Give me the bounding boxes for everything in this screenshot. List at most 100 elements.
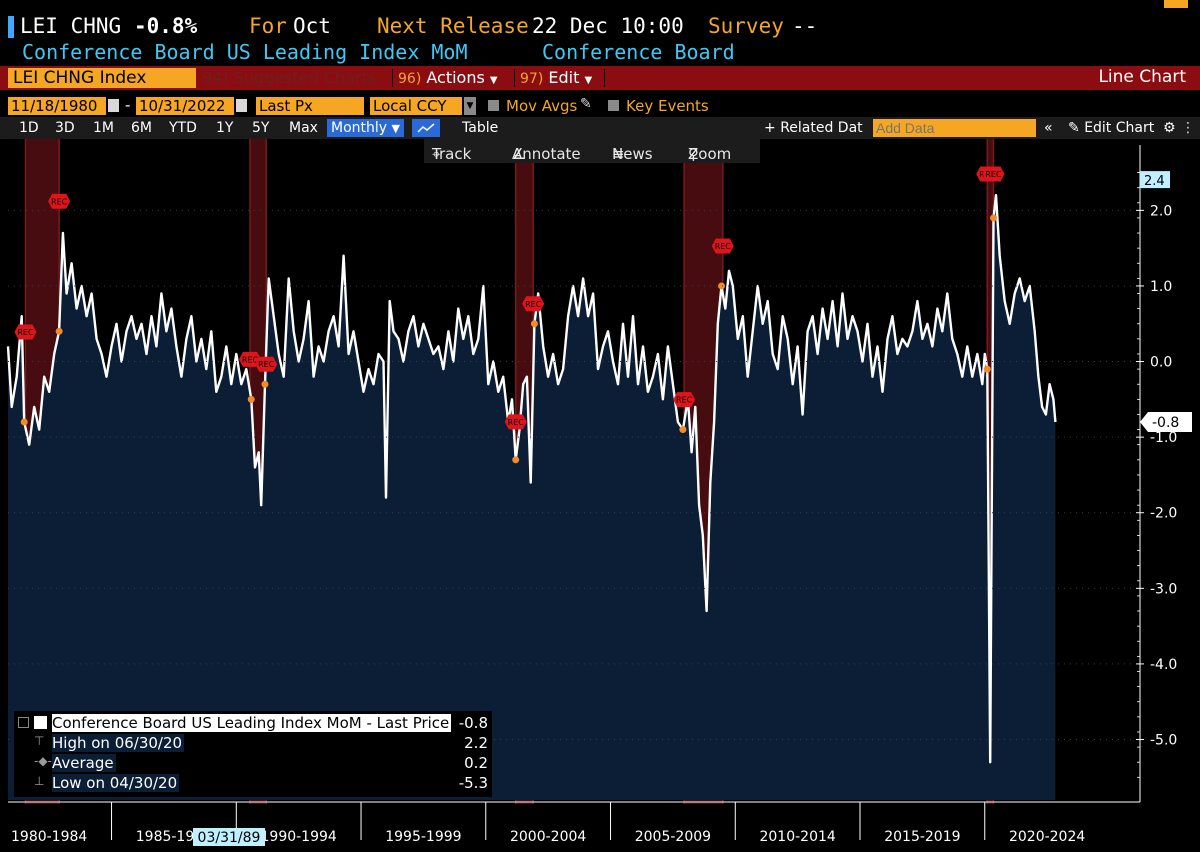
period-6m-button[interactable]: 6M — [131, 120, 152, 136]
related-data-button[interactable]: + Related Dat — [764, 119, 863, 137]
add-data-input[interactable] — [873, 119, 1036, 137]
recession-tag-shape — [14, 324, 37, 340]
low-marker-icon: ⊥ — [34, 774, 45, 788]
recession-tag-label: REC — [51, 197, 68, 206]
recession-point-marker — [718, 282, 726, 290]
x-tick-label: 2015-2019 — [884, 829, 960, 845]
legend-high-label: High on 06/30/20 — [52, 734, 185, 752]
legend-series-label: Conference Board US Leading Index MoM - … — [52, 714, 452, 732]
crosshair-date-box — [193, 828, 265, 846]
recession-point-marker — [55, 327, 63, 335]
line-chart-icon[interactable] — [412, 119, 440, 137]
zoom-label: Zoom — [688, 145, 732, 163]
next-release-label: Next Release — [377, 14, 529, 38]
recession-tag-shape — [982, 166, 1005, 182]
change-value: -0.8% — [134, 14, 198, 38]
track-label: Track — [432, 145, 472, 163]
recession-tag-shape — [255, 356, 278, 372]
pencil-icon[interactable]: ✎ — [580, 96, 592, 112]
currency-dropdown-icon[interactable]: ▼ — [464, 97, 476, 115]
menu-separator — [392, 69, 393, 87]
recession-tag-label: REC — [525, 300, 542, 309]
gear-icon[interactable]: ⚙ — [1163, 120, 1176, 136]
edit-menu[interactable]: 97) Edit ▼ — [520, 68, 592, 88]
recession-tag: REC — [48, 193, 71, 209]
recession-tag: REC — [14, 324, 37, 340]
end-date-field[interactable]: 10/31/2022 — [136, 97, 234, 115]
period-3d-button[interactable]: 3D — [55, 120, 75, 136]
recession-tag-label: REC — [258, 360, 275, 369]
command-bar: LEI CHNG Index 94) Suggested Charts 96) … — [0, 66, 1200, 90]
annotate-icon: ∠ — [512, 145, 526, 163]
legend-high-value: 2.2 — [464, 734, 488, 752]
pencil-icon: ✎ — [1068, 120, 1080, 136]
legend-low-label: Low on 04/30/20 — [52, 774, 180, 792]
suggested-charts-menu[interactable]: 94) Suggested Charts — [202, 68, 376, 88]
y-tick-label: -2.0 — [1150, 506, 1177, 522]
period-max-button[interactable]: Max — [289, 120, 318, 136]
last-value-label: -0.8 — [1152, 415, 1179, 431]
security-title: Conference Board US Leading Index MoM — [22, 40, 468, 64]
actions-number: 96) — [398, 71, 422, 87]
legend-last-value: -0.8 — [458, 714, 488, 732]
recession-point-marker — [261, 380, 269, 388]
series-area — [8, 195, 1056, 800]
collapse-icon[interactable]: « — [1044, 120, 1053, 136]
x-tick-label: 1985-1989 — [136, 829, 212, 845]
recession-tag: REC — [711, 238, 734, 254]
calendar-icon[interactable] — [236, 99, 247, 112]
suggested-charts-label: Suggested Charts — [233, 68, 377, 87]
x-axis: 1980-1984 1985-1989 1990-1994 1995-1999 2000… — [8, 801, 1140, 846]
actions-menu[interactable]: 96) Actions ▼ — [398, 68, 498, 88]
period-label: For — [249, 14, 287, 38]
period-1d-button[interactable]: 1D — [19, 120, 39, 136]
mov-avgs-label: Mov Avgs — [506, 97, 578, 115]
table-button[interactable]: Table — [462, 120, 499, 136]
security-marker — [8, 16, 14, 38]
frequency-caret-icon: ▼ — [391, 122, 400, 135]
security-description: Conference Board US Leading Index MoM Co… — [0, 40, 1200, 66]
currency-select[interactable]: Local CCY — [370, 97, 462, 115]
start-date-field[interactable]: 11/18/1980 — [8, 97, 106, 115]
security-field[interactable]: LEI CHNG Index — [8, 68, 196, 88]
recession-tag: REC — [255, 356, 278, 372]
mov-avgs-checkbox[interactable] — [488, 100, 499, 111]
recession-tag-label: REC — [508, 418, 525, 427]
y-tick-label: 0.0 — [1150, 355, 1172, 371]
edit-label: Edit — [548, 68, 580, 87]
period-1m-button[interactable]: 1M — [93, 120, 114, 136]
recession-tag-shape — [504, 414, 527, 430]
recession-tag: REC — [673, 392, 696, 408]
frequency-label: Monthly — [331, 120, 388, 136]
series-swatch[interactable] — [34, 716, 47, 729]
key-events-checkbox[interactable] — [608, 100, 619, 111]
average-marker-icon: -◆- — [34, 754, 52, 768]
period-1y-button[interactable]: 1Y — [216, 120, 234, 136]
recession-point-marker — [679, 426, 687, 434]
chart-type-label[interactable]: Line Chart — [1098, 67, 1186, 87]
window-handle[interactable] — [1164, 0, 1188, 8]
crosshair-icon: ⌖ — [432, 145, 441, 163]
chart-legend: Conference Board US Leading Index MoM - … — [14, 711, 492, 797]
edit-caret-icon: ▼ — [584, 75, 593, 86]
period-value: Oct — [293, 14, 331, 38]
recession-tag-shape — [673, 392, 696, 408]
frequency-select[interactable]: Monthly ▼ — [327, 119, 404, 137]
key-events-label: Key Events — [626, 97, 709, 115]
y-axis: 2.0 1.0 0.0 -1.0 -2.0 -3.0 -4.0 -5.0 2.4 -0.8 — [8, 145, 1192, 802]
calendar-icon[interactable] — [108, 99, 119, 112]
line-chart[interactable]: RECRECRECRECRECRECRECRECRECREC 2.0 1.0 0.0… — [0, 139, 1200, 852]
recession-tag-label: REC — [985, 170, 1002, 179]
chart-toolbar: ⌖ Track ∠ Annotate ≡ News ⚲ Zoom — [424, 139, 760, 163]
recession-band — [987, 139, 994, 804]
collapse-box-icon[interactable] — [18, 717, 29, 728]
period-bar: 1D 3D 1M 6M YTD 1Y 5Y Max Monthly ▼ Tabl… — [0, 117, 1200, 139]
price-field-select[interactable]: Last Px — [256, 97, 364, 115]
survey-value: -- — [792, 14, 818, 38]
period-5y-button[interactable]: 5Y — [252, 120, 270, 136]
recession-tag-label: REC — [17, 328, 34, 337]
max-label: 2.4 — [1144, 174, 1165, 189]
period-ytd-button[interactable]: YTD — [169, 120, 197, 136]
edit-chart-button[interactable]: ✎ Edit Chart — [1068, 119, 1154, 137]
more-icon[interactable]: ⋮ — [1181, 120, 1195, 136]
